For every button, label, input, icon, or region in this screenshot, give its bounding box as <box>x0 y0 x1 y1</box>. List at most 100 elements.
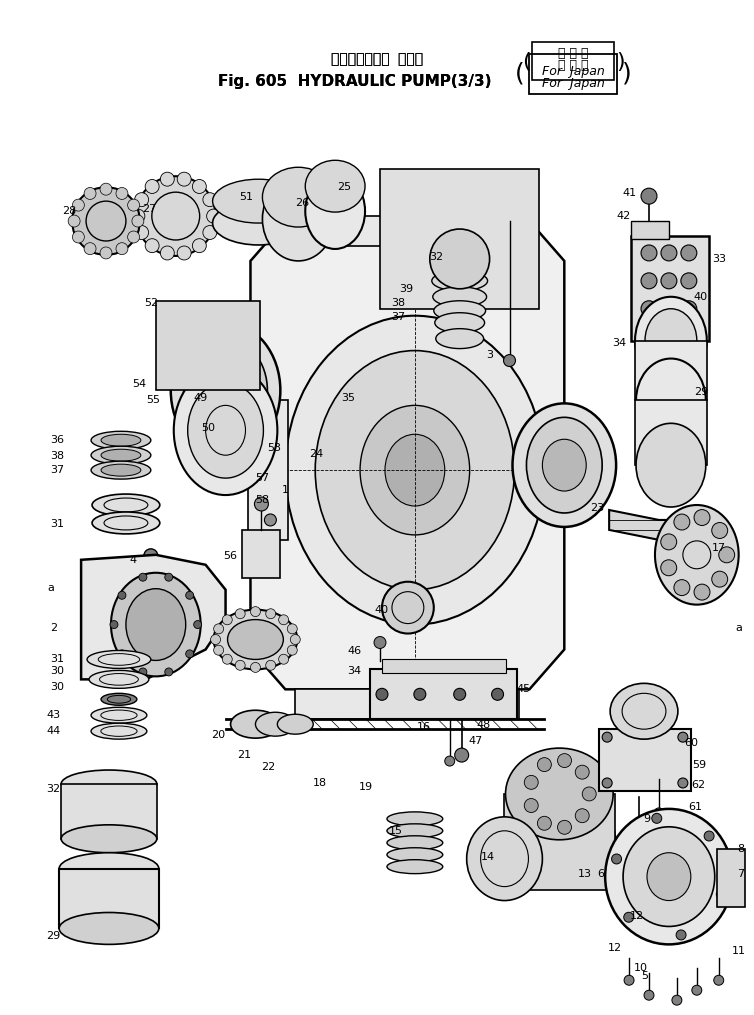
Circle shape <box>127 231 139 243</box>
Circle shape <box>624 975 634 986</box>
Circle shape <box>161 246 174 260</box>
Text: 26: 26 <box>296 198 309 208</box>
Bar <box>285 216 529 246</box>
Ellipse shape <box>467 817 542 900</box>
Text: 48: 48 <box>477 721 491 730</box>
Circle shape <box>100 183 112 195</box>
Ellipse shape <box>635 296 706 385</box>
Circle shape <box>681 245 697 261</box>
Text: ): ) <box>616 52 624 72</box>
Ellipse shape <box>645 309 697 373</box>
Circle shape <box>641 245 657 261</box>
Circle shape <box>185 592 194 599</box>
Text: 61: 61 <box>688 802 702 812</box>
Ellipse shape <box>87 651 151 669</box>
Circle shape <box>674 514 690 530</box>
Ellipse shape <box>623 827 715 927</box>
Circle shape <box>641 300 657 317</box>
Circle shape <box>254 497 268 511</box>
Circle shape <box>672 995 682 1005</box>
Circle shape <box>681 300 697 317</box>
Ellipse shape <box>213 201 305 245</box>
Circle shape <box>136 177 216 256</box>
Circle shape <box>624 912 633 923</box>
Text: a: a <box>48 583 54 593</box>
Circle shape <box>694 510 710 526</box>
Text: 14: 14 <box>480 852 495 862</box>
Ellipse shape <box>126 589 185 661</box>
Text: 3: 3 <box>486 349 493 359</box>
Circle shape <box>678 779 688 788</box>
Ellipse shape <box>513 403 616 527</box>
Circle shape <box>676 930 686 940</box>
Text: 38: 38 <box>50 452 64 461</box>
Text: 国 内 向: 国 内 向 <box>558 47 589 60</box>
Ellipse shape <box>111 572 201 676</box>
Ellipse shape <box>91 447 151 464</box>
Text: 51: 51 <box>240 192 253 202</box>
Ellipse shape <box>432 271 488 291</box>
Ellipse shape <box>636 423 706 508</box>
Circle shape <box>681 273 697 289</box>
Text: 56: 56 <box>223 551 238 561</box>
Circle shape <box>192 180 207 194</box>
Ellipse shape <box>228 619 284 660</box>
Bar <box>529 54 617 93</box>
Text: 31: 31 <box>51 519 64 529</box>
Text: 33: 33 <box>712 254 726 264</box>
Text: 39: 39 <box>399 284 413 293</box>
Ellipse shape <box>387 835 443 850</box>
Text: 27: 27 <box>142 204 156 214</box>
Ellipse shape <box>387 848 443 862</box>
Text: ): ) <box>622 62 632 85</box>
Text: 11: 11 <box>731 946 746 956</box>
Ellipse shape <box>305 160 365 212</box>
Text: 29: 29 <box>694 388 708 398</box>
Circle shape <box>661 300 677 317</box>
Text: 8: 8 <box>737 843 744 854</box>
Circle shape <box>575 765 589 780</box>
Circle shape <box>207 209 221 223</box>
Text: 52: 52 <box>144 297 158 308</box>
Circle shape <box>714 975 724 986</box>
Ellipse shape <box>101 450 141 461</box>
Circle shape <box>692 986 702 995</box>
Circle shape <box>661 560 676 576</box>
Bar <box>635 400 706 465</box>
Text: 47: 47 <box>468 736 483 746</box>
Circle shape <box>165 668 173 676</box>
Text: 2: 2 <box>50 622 57 632</box>
Text: 49: 49 <box>194 394 208 403</box>
Circle shape <box>492 688 504 700</box>
Ellipse shape <box>526 417 602 513</box>
Circle shape <box>222 655 232 664</box>
Circle shape <box>213 624 224 633</box>
Circle shape <box>72 199 84 211</box>
Circle shape <box>116 243 128 255</box>
Circle shape <box>694 585 710 600</box>
Text: 37: 37 <box>391 312 405 322</box>
Circle shape <box>602 732 612 742</box>
Ellipse shape <box>188 383 263 478</box>
Ellipse shape <box>59 912 159 944</box>
Text: 29: 29 <box>46 932 60 942</box>
Text: 31: 31 <box>51 655 64 665</box>
Circle shape <box>177 173 192 186</box>
Text: 30: 30 <box>51 667 64 676</box>
Circle shape <box>84 188 96 199</box>
Circle shape <box>127 199 139 211</box>
Circle shape <box>132 215 144 227</box>
Circle shape <box>538 757 551 771</box>
Text: (: ( <box>515 62 525 85</box>
Bar <box>631 236 709 341</box>
Text: 32: 32 <box>46 784 60 794</box>
Ellipse shape <box>91 461 151 479</box>
Circle shape <box>192 239 207 253</box>
Ellipse shape <box>89 670 149 688</box>
Text: 38: 38 <box>391 297 405 308</box>
Text: ハイドロリック ポンプ: ハイドロリック ポンプ <box>331 53 423 67</box>
Ellipse shape <box>542 439 586 491</box>
Circle shape <box>557 753 572 767</box>
Circle shape <box>633 825 645 836</box>
Bar <box>631 221 669 239</box>
